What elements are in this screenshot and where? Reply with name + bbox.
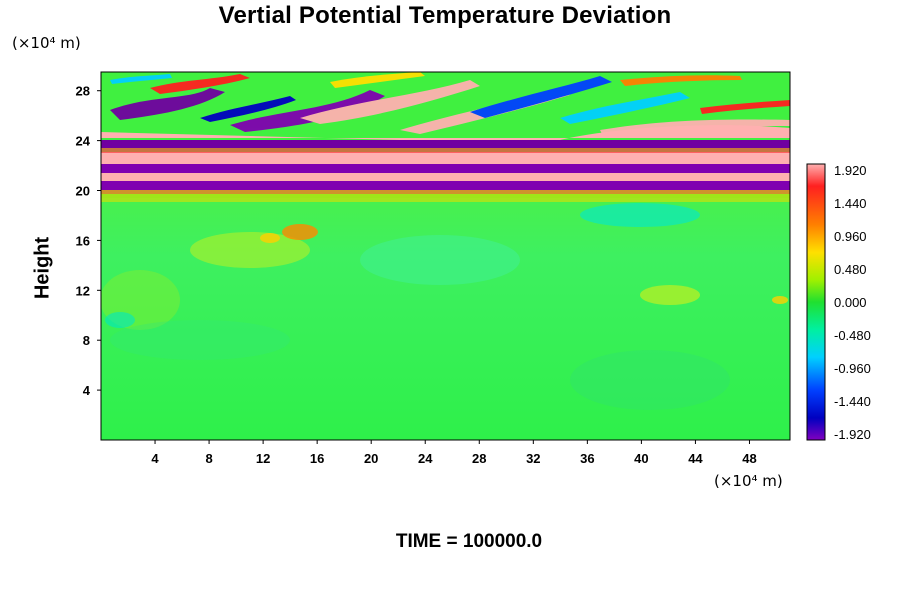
- x-tick-label: 16: [310, 451, 324, 466]
- x-tick-label: 40: [634, 451, 648, 466]
- x-tick-label: 44: [688, 451, 703, 466]
- x-axis-ticks: 4 8 12 16 20 24 28 32 36 40 44 48: [151, 440, 757, 466]
- colorbar-tick-label: 0.000: [834, 295, 867, 310]
- colorbar-ticks: 1.920 1.440 0.960 0.480 0.000 -0.480 -0.960 -1.…: [834, 163, 871, 442]
- x-tick-label: 20: [364, 451, 378, 466]
- colorbar-tick-label: -1.920: [834, 427, 871, 442]
- y-axis-unit: (×10⁴ m): [12, 34, 81, 52]
- x-tick-label: 8: [205, 451, 212, 466]
- time-footer: TIME = 100000.0: [395, 531, 543, 552]
- x-axis-unit: (×10⁴ m): [714, 472, 783, 490]
- colorbar-tick-label: 1.920: [834, 163, 867, 178]
- heatmap-field: [101, 72, 790, 440]
- x-tick-label: 4: [151, 451, 159, 466]
- colorbar: 1.920 1.440 0.960 0.480 0.000 -0.480 -0.960 -1.…: [806, 163, 871, 442]
- x-tick-label: 24: [418, 451, 433, 466]
- y-tick-label: 16: [76, 233, 90, 248]
- chart-title: Vertial Potential Temperature Deviation: [218, 2, 672, 29]
- x-tick-label: 12: [256, 451, 270, 466]
- x-tick-label: 48: [742, 451, 756, 466]
- y-tick-label: 24: [76, 134, 91, 149]
- y-tick-label: 28: [76, 84, 90, 99]
- plot-frame: [100, 71, 791, 441]
- colorbar-tick-label: -1.440: [834, 394, 871, 409]
- y-tick-label: 20: [76, 184, 90, 199]
- y-tick-label: 12: [76, 283, 90, 298]
- colorbar-gradient: [806, 163, 826, 441]
- colorbar-tick-label: 1.440: [834, 196, 867, 211]
- colorbar-tick-label: -0.480: [834, 328, 871, 343]
- y-unit-text: (×10⁴ m): [12, 34, 81, 52]
- y-axis-ticks: 4 8 12 16 20 24 28: [76, 84, 101, 398]
- colorbar-tick-label: -0.960: [834, 361, 871, 376]
- colorbar-tick-label: 0.960: [834, 229, 867, 244]
- x-tick-label: 36: [580, 451, 594, 466]
- y-tick-label: 8: [83, 333, 90, 348]
- x-tick-label: 28: [472, 451, 486, 466]
- x-tick-label: 32: [526, 451, 540, 466]
- x-unit-text: (×10⁴ m): [714, 472, 783, 490]
- colorbar-tick-label: 0.480: [834, 262, 867, 277]
- y-tick-label: 4: [83, 383, 91, 398]
